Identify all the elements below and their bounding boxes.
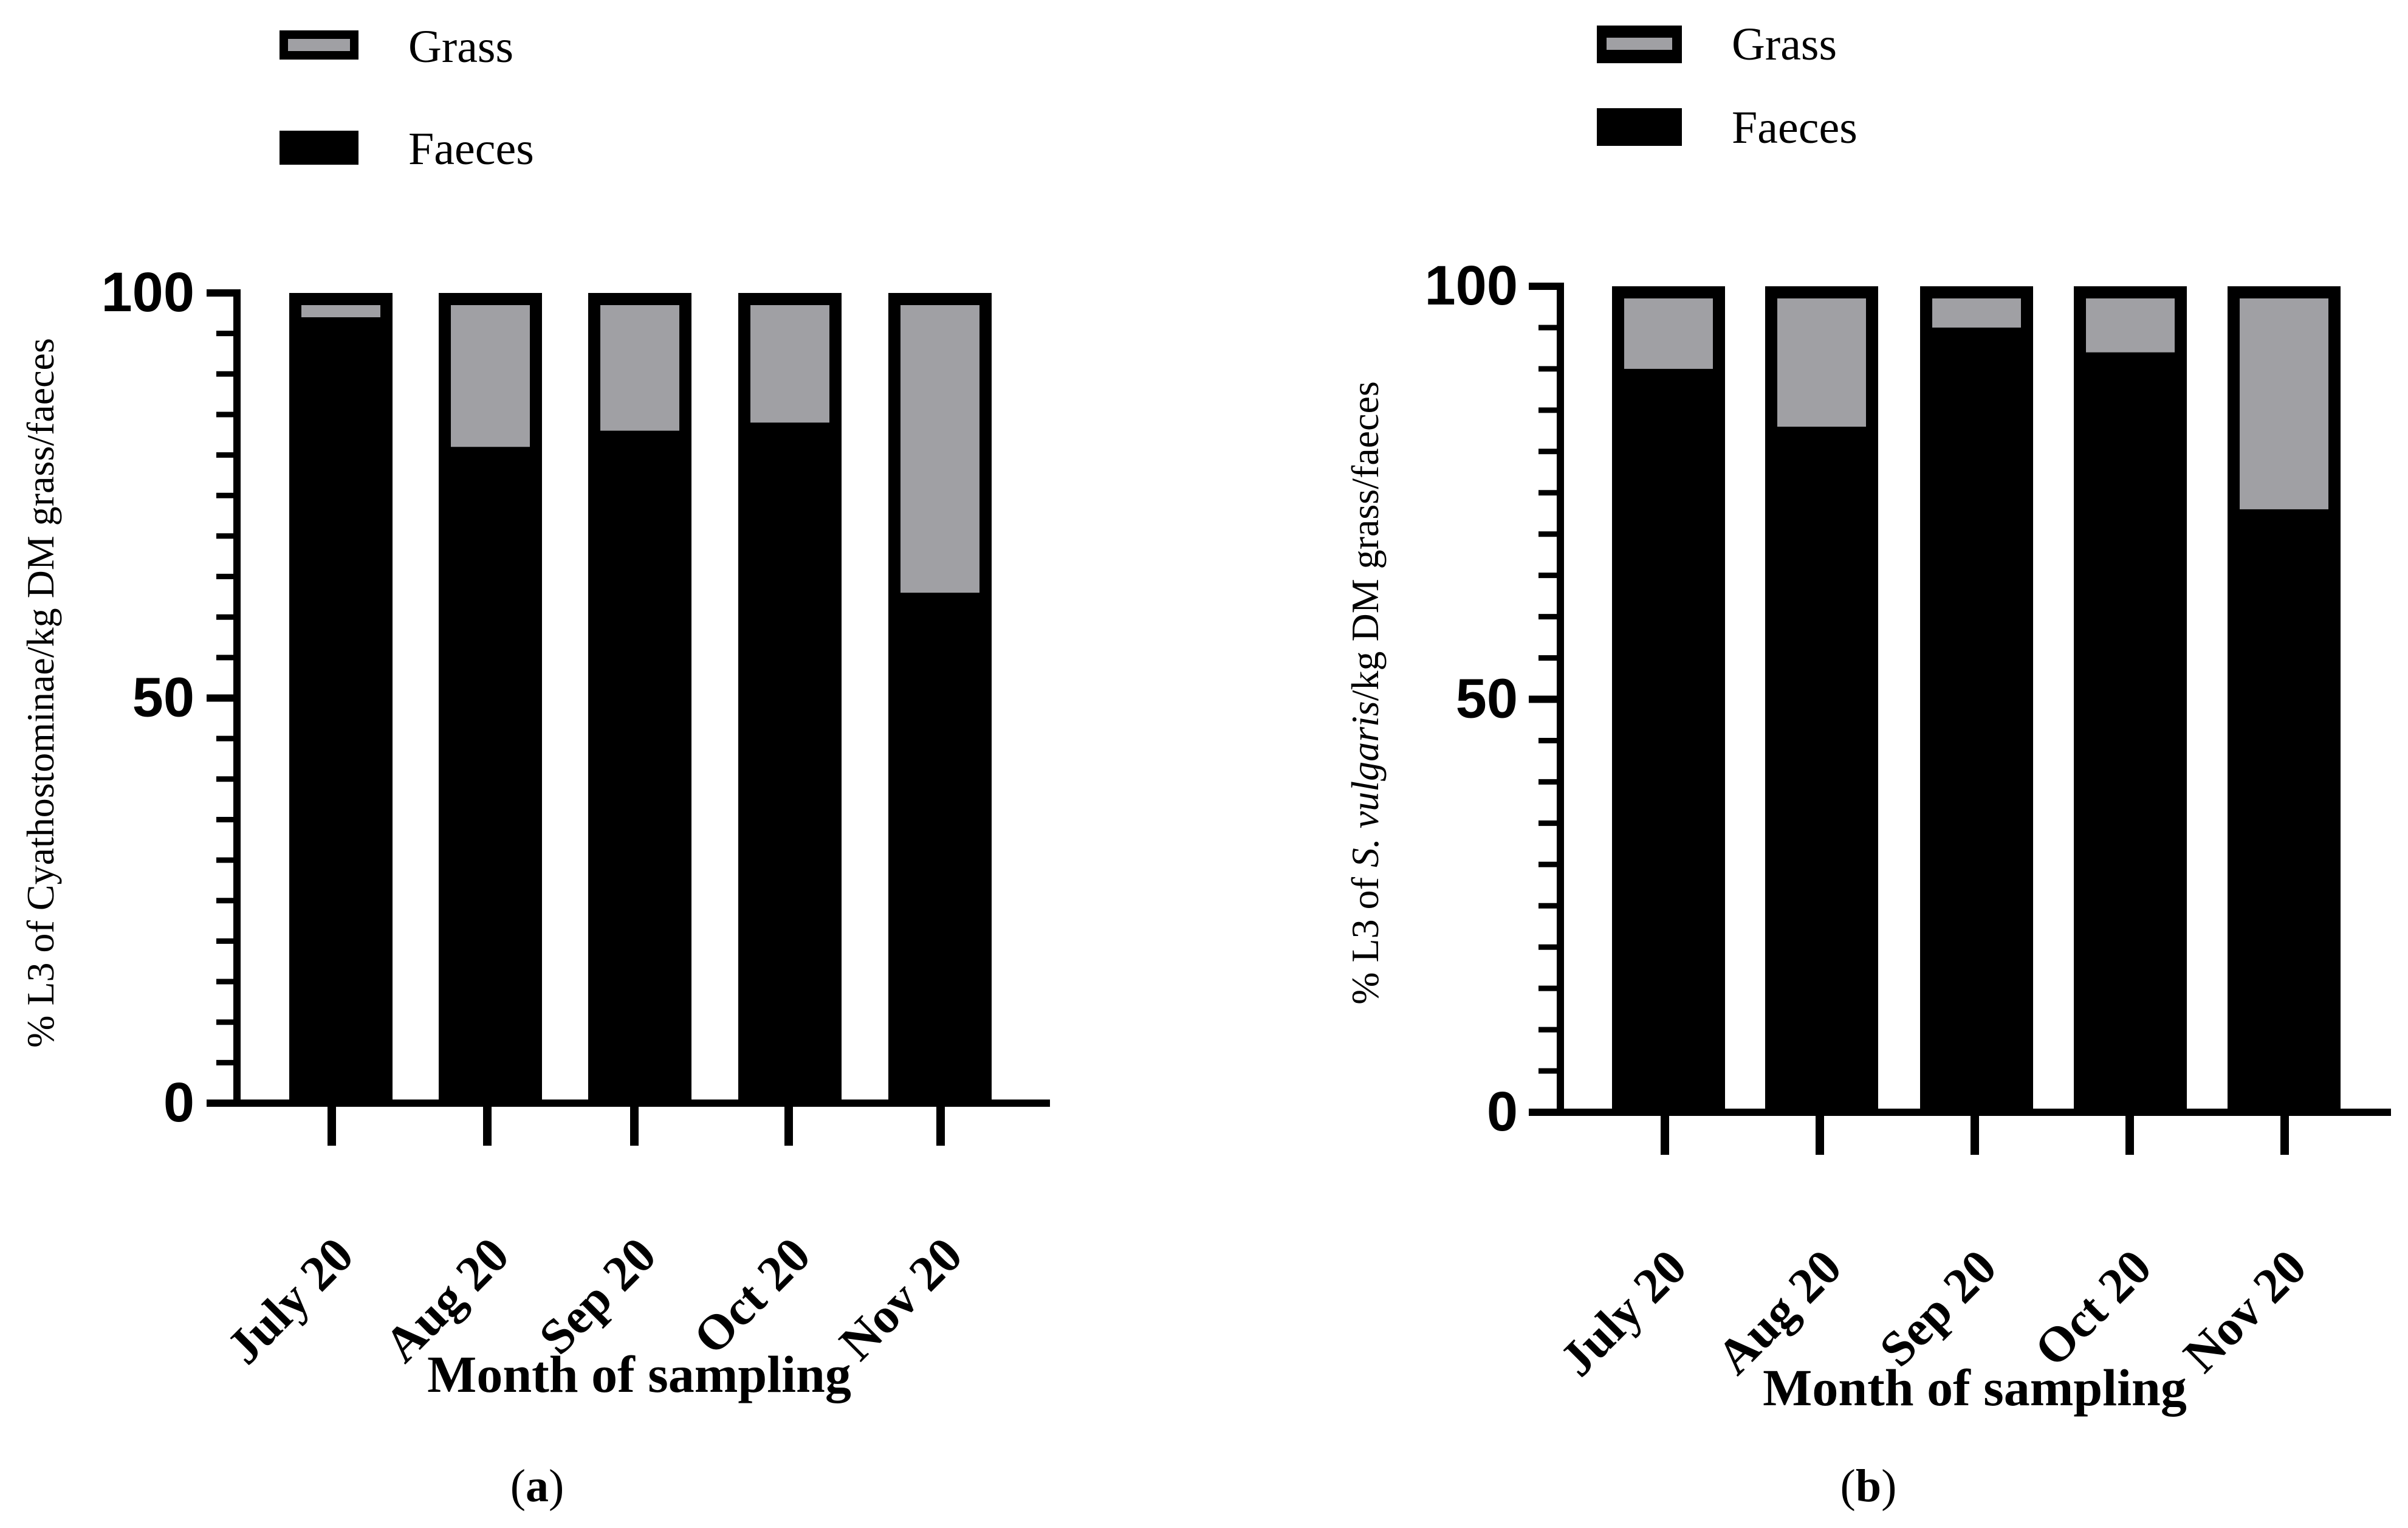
y-axis-label-b-italic: S. vulgaris (1343, 701, 1387, 867)
y-tick-label-b-0: 0 (1487, 1081, 1518, 1143)
x-tick-label-a-4: Nov 20 (829, 1227, 973, 1371)
panel-a: Grass Faeces % L3 of Cyathostominae/kg D… (19, 21, 851, 1512)
x-tick-label-b-2: Sep 20 (1869, 1239, 2007, 1377)
bar-a-3-grass (750, 305, 829, 423)
x-tick-label-b-0: July 20 (1549, 1239, 1697, 1386)
x-tick-label-a-2: Sep 20 (529, 1227, 667, 1365)
caption-b-letter: b (1856, 1461, 1881, 1512)
y-axis-label-b: % L3 of S. vulgaris/kg DM grass/faeces (1343, 381, 1387, 1005)
bar-a-0-faeces (289, 293, 393, 1103)
caption-b: (b) (1840, 1461, 1897, 1512)
legend-b-grass-label: Grass (1732, 19, 1837, 70)
legend-a-grass-swatch-fill (288, 39, 350, 51)
x-tick-label-b-3: Oct 20 (2024, 1239, 2162, 1377)
y-axis-label-a: % L3 of Cyathostominae/kg DM grass/faece… (19, 338, 62, 1048)
x-tick-label-b-4: Nov 20 (2173, 1239, 2317, 1383)
y-tick-label-b-50: 50 (1456, 668, 1518, 730)
caption-a: (a) (510, 1461, 564, 1512)
y-tick-label-a-100: 100 (101, 261, 195, 323)
bar-b-3-grass (2086, 298, 2175, 353)
x-axis-label-a: Month of sampling (427, 1345, 851, 1403)
bar-b-1-grass (1777, 298, 1866, 427)
bar-a-3-faeces (738, 293, 842, 1103)
legend-b: Grass Faeces (1597, 19, 1857, 153)
bar-a-1-grass (451, 305, 530, 447)
x-axis-label-b: Month of sampling (1763, 1358, 2187, 1417)
bar-b-4-grass (2240, 298, 2328, 509)
bar-b-3-faeces (2074, 286, 2187, 1112)
legend-b-faeces-swatch (1597, 108, 1682, 146)
y-tick-label-a-50: 50 (132, 667, 194, 729)
bar-a-2-grass (600, 305, 679, 431)
legend-b-faeces-label: Faeces (1732, 102, 1857, 153)
legend-a-faeces-swatch (280, 131, 358, 165)
panel-b: Grass Faeces % L3 of S. vulgaris/kg DM g… (1343, 19, 2187, 1512)
x-tick-label-a-0: July 20 (216, 1227, 364, 1374)
y-axis-label-b-prefix: % L3 of (1343, 867, 1387, 1005)
y-axis-label-b-suffix: /kg DM grass/faeces (1343, 381, 1387, 701)
y-tick-label-b-100: 100 (1425, 255, 1518, 317)
x-tick-label-a-3: Oct 20 (683, 1227, 821, 1365)
legend-a: Grass Faeces (280, 21, 534, 174)
bar-b-2-grass (1932, 298, 2021, 328)
caption-a-letter: a (526, 1461, 549, 1512)
y-tick-label-a-0: 0 (163, 1072, 194, 1134)
legend-a-faeces-label: Faeces (408, 123, 534, 174)
bar-b-0-grass (1624, 298, 1713, 369)
legend-a-grass-label: Grass (408, 21, 513, 72)
bar-a-0-grass (301, 305, 380, 317)
bar-b-2-faeces (1920, 286, 2033, 1112)
bar-b-0-faeces (1612, 286, 1725, 1112)
bar-a-4-grass (900, 305, 979, 593)
legend-b-grass-swatch-fill (1607, 38, 1672, 50)
